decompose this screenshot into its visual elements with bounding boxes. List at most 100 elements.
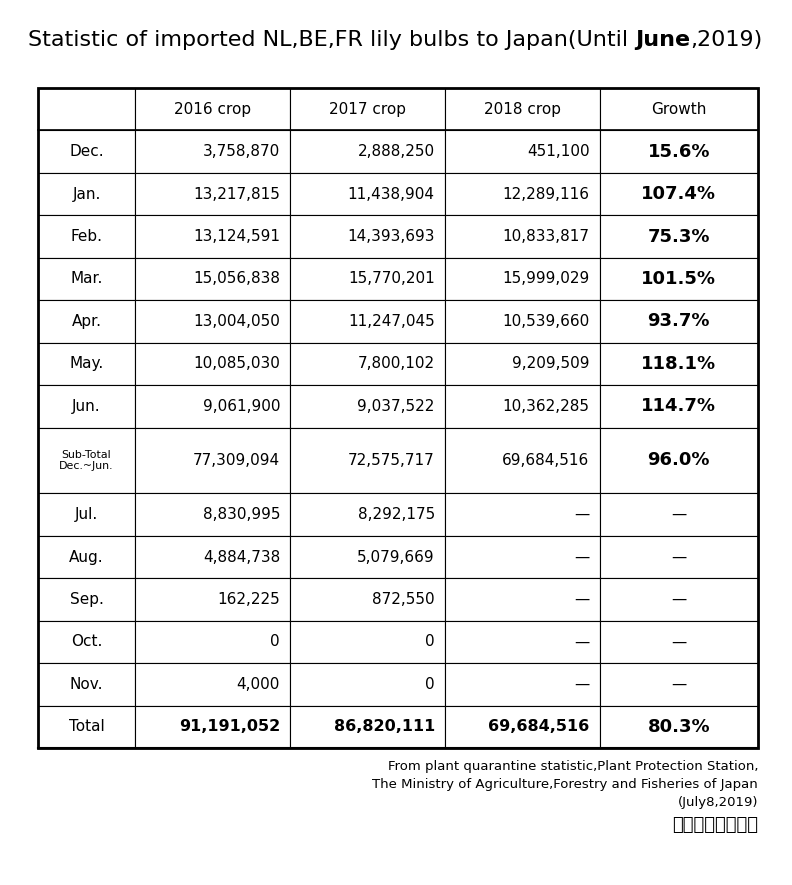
Text: 9,061,900: 9,061,900 — [203, 399, 280, 414]
Bar — [135, 385, 290, 427]
Text: May.: May. — [70, 357, 104, 372]
Bar — [135, 215, 290, 258]
Text: 13,004,050: 13,004,050 — [193, 314, 280, 329]
Bar — [600, 215, 758, 258]
Text: Sep.: Sep. — [70, 592, 104, 607]
Text: Jan.: Jan. — [72, 187, 101, 202]
Text: 91,191,052: 91,191,052 — [179, 720, 280, 735]
Text: 14,393,693: 14,393,693 — [348, 229, 435, 244]
Bar — [38, 535, 135, 578]
Bar — [445, 300, 600, 342]
Text: —: — — [574, 635, 589, 650]
Bar — [600, 535, 758, 578]
Text: Jun.: Jun. — [72, 399, 101, 414]
Text: 72,575,717: 72,575,717 — [348, 453, 435, 468]
Bar — [38, 300, 135, 342]
Bar — [600, 88, 758, 130]
Text: Aug.: Aug. — [69, 550, 104, 565]
Text: 13,124,591: 13,124,591 — [193, 229, 280, 244]
Bar — [600, 493, 758, 535]
Text: —: — — [574, 550, 589, 565]
Bar — [290, 493, 445, 535]
Text: Total: Total — [69, 720, 105, 735]
Text: 13,217,815: 13,217,815 — [193, 187, 280, 202]
Bar — [38, 173, 135, 215]
Bar — [38, 88, 758, 748]
Text: —: — — [671, 677, 687, 692]
Bar — [600, 173, 758, 215]
Text: 7,800,102: 7,800,102 — [358, 357, 435, 372]
Bar — [38, 215, 135, 258]
Bar — [290, 705, 445, 748]
Text: Apr.: Apr. — [71, 314, 101, 329]
Bar — [135, 620, 290, 663]
Bar — [135, 173, 290, 215]
Text: —: — — [671, 635, 687, 650]
Text: (July8,2019): (July8,2019) — [677, 796, 758, 809]
Text: Dec.: Dec. — [69, 144, 104, 159]
Text: 2,888,250: 2,888,250 — [358, 144, 435, 159]
Text: 15.6%: 15.6% — [648, 142, 710, 161]
Bar — [135, 578, 290, 620]
Bar — [135, 427, 290, 493]
Bar — [600, 300, 758, 342]
Bar — [290, 300, 445, 342]
Text: Nov.: Nov. — [70, 677, 103, 692]
Bar — [445, 385, 600, 427]
Bar — [445, 130, 600, 173]
Text: 69,684,516: 69,684,516 — [502, 453, 589, 468]
Text: 96.0%: 96.0% — [648, 451, 710, 469]
Bar — [445, 427, 600, 493]
Text: —: — — [574, 507, 589, 522]
Text: 4,884,738: 4,884,738 — [203, 550, 280, 565]
Bar — [600, 705, 758, 748]
Bar — [600, 578, 758, 620]
Bar — [135, 705, 290, 748]
Bar — [445, 258, 600, 300]
Bar — [135, 300, 290, 342]
Bar — [38, 342, 135, 385]
Text: 4,000: 4,000 — [237, 677, 280, 692]
Bar — [600, 385, 758, 427]
Text: 101.5%: 101.5% — [642, 270, 716, 288]
Text: 80.3%: 80.3% — [648, 718, 710, 735]
Text: Oct.: Oct. — [71, 635, 102, 650]
Text: 10,085,030: 10,085,030 — [193, 357, 280, 372]
Bar — [135, 535, 290, 578]
Bar — [600, 342, 758, 385]
Bar — [38, 427, 135, 493]
Bar — [135, 493, 290, 535]
Text: —: — — [671, 550, 687, 565]
Text: 118.1%: 118.1% — [642, 355, 716, 373]
Bar — [290, 173, 445, 215]
Bar — [135, 342, 290, 385]
Text: 9,209,509: 9,209,509 — [512, 357, 589, 372]
Bar — [135, 130, 290, 173]
Bar — [38, 663, 135, 705]
Text: 2016 crop: 2016 crop — [174, 102, 251, 117]
Bar — [600, 620, 758, 663]
Text: Feb.: Feb. — [70, 229, 103, 244]
Text: 15,770,201: 15,770,201 — [348, 272, 435, 287]
Text: Sub-Total
Dec.~Jun.: Sub-Total Dec.~Jun. — [59, 450, 114, 471]
Bar — [38, 258, 135, 300]
Text: 75.3%: 75.3% — [648, 227, 710, 245]
Text: —: — — [574, 592, 589, 607]
Text: 451,100: 451,100 — [527, 144, 589, 159]
Text: 872,550: 872,550 — [372, 592, 435, 607]
Bar — [445, 173, 600, 215]
Bar — [600, 130, 758, 173]
Bar — [290, 385, 445, 427]
Bar — [290, 215, 445, 258]
Bar — [135, 258, 290, 300]
Text: Growth: Growth — [651, 102, 706, 117]
Bar — [290, 342, 445, 385]
Bar — [38, 705, 135, 748]
Bar — [290, 258, 445, 300]
Text: Jul.: Jul. — [75, 507, 98, 522]
Text: 93.7%: 93.7% — [648, 312, 710, 330]
Text: Mar.: Mar. — [70, 272, 103, 287]
Text: 2018 crop: 2018 crop — [484, 102, 561, 117]
Text: —: — — [574, 677, 589, 692]
Text: 11,247,045: 11,247,045 — [348, 314, 435, 329]
